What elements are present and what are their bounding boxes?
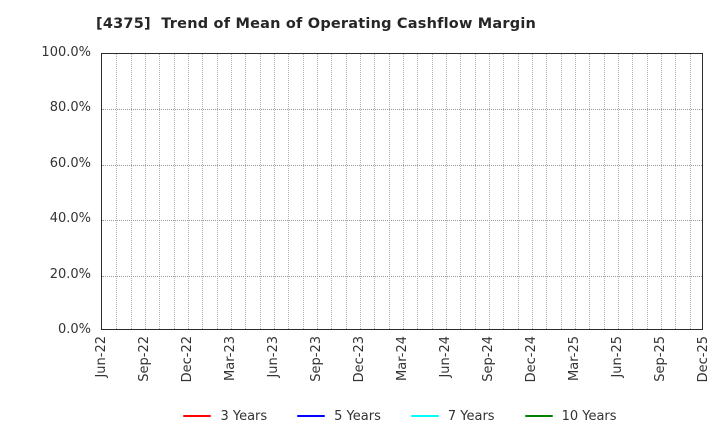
vertical-gridline	[374, 54, 376, 329]
vertical-gridline	[532, 54, 533, 329]
plot-area	[101, 53, 703, 330]
vertical-gridline	[517, 54, 519, 329]
vertical-gridline	[403, 54, 404, 329]
vertical-gridline	[575, 54, 576, 329]
legend-label: 3 Years	[220, 408, 268, 424]
horizontal-gridline	[102, 164, 702, 166]
x-tick-label: Jun-24	[437, 336, 453, 378]
x-tick-label: Jun-23	[265, 336, 281, 378]
vertical-gridline	[216, 54, 218, 329]
vertical-gridline	[503, 54, 505, 329]
vertical-gridline	[317, 54, 318, 329]
vertical-gridline	[360, 54, 361, 329]
vertical-gridline	[345, 54, 347, 329]
vertical-gridline	[388, 54, 390, 329]
legend-label: 10 Years	[561, 408, 617, 424]
vertical-gridline	[675, 54, 677, 329]
legend-line-swatch	[410, 414, 439, 418]
vertical-gridline	[173, 54, 175, 329]
y-tick-label: 40.0%	[49, 211, 91, 227]
x-tick-label: Dec-25	[695, 336, 711, 383]
x-tick-label: Jun-25	[609, 336, 625, 378]
vertical-gridline	[431, 54, 433, 329]
vertical-gridline	[202, 54, 204, 329]
x-tick-label: Jun-22	[93, 336, 109, 378]
horizontal-gridline	[102, 109, 702, 111]
vertical-gridline	[661, 54, 662, 329]
x-tick-label: Mar-24	[394, 336, 410, 381]
vertical-gridline	[302, 54, 304, 329]
vertical-gridline	[446, 54, 447, 329]
y-tick-label: 60.0%	[49, 155, 91, 171]
vertical-gridline	[646, 54, 648, 329]
vertical-gridline	[689, 54, 691, 329]
legend: 3 Years 5 Years 7 Years 10 Years	[80, 407, 720, 425]
vertical-gridline	[130, 54, 132, 329]
legend-line-swatch	[297, 414, 326, 418]
legend-item: 10 Years	[524, 408, 617, 424]
y-tick-label: 80.0%	[49, 100, 91, 116]
x-tick-label: Sep-23	[308, 336, 324, 382]
horizontal-gridline	[102, 275, 702, 277]
vertical-gridline	[245, 54, 247, 329]
vertical-gridline	[546, 54, 548, 329]
vertical-gridline	[474, 54, 476, 329]
legend-label: 7 Years	[447, 408, 495, 424]
chart-title: [4375] Trend of Mean of Operating Cashfl…	[96, 16, 537, 32]
vertical-gridline	[159, 54, 161, 329]
legend-item: 5 Years	[297, 409, 381, 424]
x-tick-label: Sep-25	[652, 336, 668, 382]
x-tick-label: Dec-22	[179, 336, 195, 383]
horizontal-gridline	[102, 220, 702, 222]
vertical-gridline	[274, 54, 275, 329]
x-tick-label: Dec-23	[351, 336, 367, 383]
vertical-gridline	[231, 54, 232, 329]
x-tick-label: Mar-23	[222, 336, 238, 381]
vertical-gridline	[116, 54, 118, 329]
x-tick-label: Sep-24	[480, 336, 496, 382]
vertical-gridline	[288, 54, 290, 329]
x-tick-label: Dec-24	[523, 336, 539, 383]
vertical-gridline	[489, 54, 490, 329]
vertical-gridline	[603, 54, 605, 329]
x-tick-label: Sep-22	[136, 336, 152, 382]
y-tick-label: 0.0%	[57, 322, 91, 337]
vertical-gridline	[417, 54, 419, 329]
vertical-gridline	[589, 54, 591, 329]
vertical-gridline	[560, 54, 562, 329]
vertical-gridline	[618, 54, 619, 329]
legend-line-swatch	[183, 414, 212, 418]
vertical-gridline	[331, 54, 333, 329]
legend-label: 5 Years	[334, 408, 381, 424]
legend-line-swatch	[524, 414, 553, 418]
y-tick-label: 20.0%	[49, 266, 91, 282]
y-tick-label: 100.0%	[41, 45, 91, 60]
vertical-gridline	[460, 54, 462, 329]
vertical-gridline	[259, 54, 261, 329]
vertical-gridline	[632, 54, 634, 329]
vertical-gridline	[145, 54, 146, 329]
legend-item: 7 Years	[410, 408, 495, 424]
x-tick-label: Mar-25	[566, 336, 582, 381]
legend-item: 3 Years	[183, 409, 267, 424]
vertical-gridline	[188, 54, 189, 329]
